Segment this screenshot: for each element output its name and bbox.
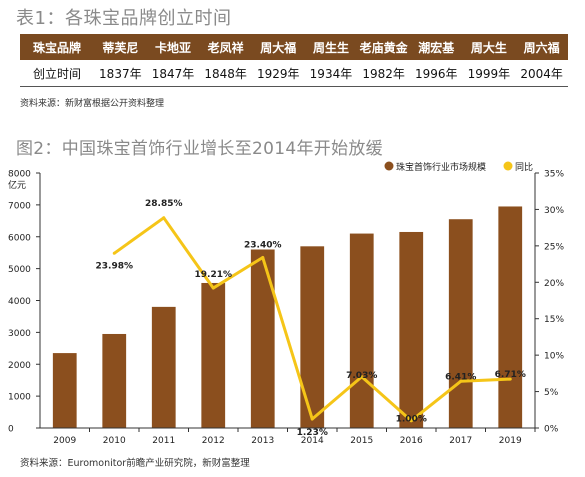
- year-cell: 1996年: [409, 60, 463, 87]
- data-label: 1.23%: [297, 428, 328, 438]
- brand-cell: 周六福: [515, 34, 568, 60]
- brand-cell: 潮宏基: [409, 34, 463, 60]
- bar-2014: [300, 246, 325, 428]
- row-header-year: 创立时间: [20, 60, 94, 87]
- y-right-tick-label: 5%: [544, 388, 559, 398]
- brand-cell: 周大生: [462, 34, 516, 60]
- growth-point: [112, 251, 116, 255]
- row-header-brand: 珠宝品牌: [20, 34, 94, 60]
- data-label: 28.85%: [145, 199, 183, 209]
- year-cell: 1999年: [462, 60, 516, 87]
- bar-2013: [250, 249, 275, 428]
- legend-label-yoy: 同比: [515, 161, 533, 173]
- brand-cell: 周生生: [304, 34, 358, 60]
- growth-point: [162, 216, 166, 220]
- year-cell: 1837年: [94, 60, 147, 87]
- figure2-caption: 图2：中国珠宝首饰行业增长至2014年开始放缓: [16, 139, 383, 159]
- x-tick-label: 2016: [400, 436, 423, 446]
- data-label: 6.71%: [495, 370, 526, 380]
- year-row: 创立时间 1837年 1847年 1848年 1929年 1934年 1982年…: [20, 60, 568, 87]
- bar-2017: [448, 219, 473, 428]
- y-right-tick-label: 15%: [544, 315, 564, 325]
- bar-2010: [102, 333, 127, 428]
- y-left-tick-label: 4000: [8, 297, 31, 307]
- x-tick-label: 2017: [449, 436, 472, 446]
- y-right-tick-label: 10%: [544, 352, 564, 362]
- x-tick-label: 2013: [251, 436, 274, 446]
- year-cell: 1982年: [357, 60, 410, 87]
- data-label: 6.41%: [445, 372, 476, 382]
- legend-label-market-size: 珠宝首饰行业市场规模: [396, 161, 486, 173]
- growth-point: [508, 377, 512, 381]
- growth-point: [310, 417, 314, 421]
- y-left-tick-label: 2000: [8, 361, 31, 371]
- x-tick-label: 2009: [53, 436, 76, 446]
- x-tick-label: 2019: [499, 436, 522, 446]
- data-label: 23.98%: [96, 261, 134, 271]
- growth-point: [261, 256, 265, 260]
- x-tick-label: 2014: [301, 436, 324, 446]
- y-left-unit-label: 亿元: [8, 179, 26, 191]
- bar-2015: [349, 233, 374, 428]
- y-left-tick-label: 6000: [8, 233, 31, 243]
- y-left-tick-label: 3000: [8, 329, 31, 339]
- figure2-source: 资料来源：Euromonitor前瞻产业研究院，新财富整理: [20, 458, 250, 469]
- bar-2011: [151, 306, 176, 428]
- x-tick-label: 2010: [103, 436, 126, 446]
- table1-caption: 表1：各珠宝品牌创立时间: [16, 8, 232, 29]
- market-size-chart: 23.98% 28.85% 19.21% 23.40% 1.23% 7.03% 1.00% 6…: [8, 161, 564, 446]
- y-right-tick-label: 20%: [544, 279, 564, 289]
- brand-cell: 周大福: [251, 34, 305, 60]
- x-tick-label: 2011: [152, 436, 175, 446]
- y-left-tick-label: 7000: [8, 201, 31, 211]
- y-left-tick-label: 1000: [8, 393, 31, 403]
- growth-point: [360, 375, 364, 379]
- brand-cell: 卡地亚: [146, 34, 200, 60]
- year-cell: 1929年: [251, 60, 305, 87]
- growth-point: [211, 286, 215, 290]
- brand-founding-table: 珠宝品牌 蒂芙尼 卡地亚 老凤祥 周大福 周生生 老庙黄金 潮宏基 周大生 周六…: [20, 34, 568, 87]
- y-right-tick-label: 30%: [544, 206, 564, 216]
- year-cell: 1934年: [304, 60, 358, 87]
- year-cell: 2004年: [515, 60, 568, 87]
- year-cell: 1847年: [146, 60, 200, 87]
- brand-cell: 老凤祥: [199, 34, 252, 60]
- legend-swatch-market-size: [384, 161, 394, 171]
- legend-swatch-yoy: [503, 161, 513, 171]
- y-left-tick-label: 0: [8, 425, 14, 435]
- data-label: 1.00%: [396, 415, 427, 425]
- bar-2012: [201, 282, 226, 428]
- brand-cell: 老庙黄金: [357, 34, 410, 60]
- data-label: 19.21%: [195, 270, 233, 280]
- table1-source: 资料来源：新财富根据公开资料整理: [20, 99, 165, 109]
- year-cell: 1848年: [199, 60, 252, 87]
- y-left-tick-label: 5000: [8, 265, 31, 275]
- y-right-tick-label: 35%: [544, 170, 564, 180]
- x-tick-label: 2012: [202, 436, 225, 446]
- bar-2016: [399, 231, 424, 428]
- y-right-tick-label: 0%: [544, 425, 559, 435]
- y-right-tick-label: 25%: [544, 242, 564, 252]
- data-label: 23.40%: [244, 241, 282, 251]
- growth-point: [409, 419, 413, 423]
- brand-cell: 蒂芙尼: [94, 34, 147, 60]
- y-left-tick-label: 8000: [8, 170, 31, 180]
- x-tick-label: 2015: [350, 436, 373, 446]
- brand-row: 珠宝品牌 蒂芙尼 卡地亚 老凤祥 周大福 周生生 老庙黄金 潮宏基 周大生 周六…: [20, 34, 568, 60]
- bar-2019: [498, 206, 523, 428]
- data-label: 7.03%: [346, 371, 377, 381]
- growth-point: [459, 379, 463, 383]
- bar-2009: [52, 353, 77, 428]
